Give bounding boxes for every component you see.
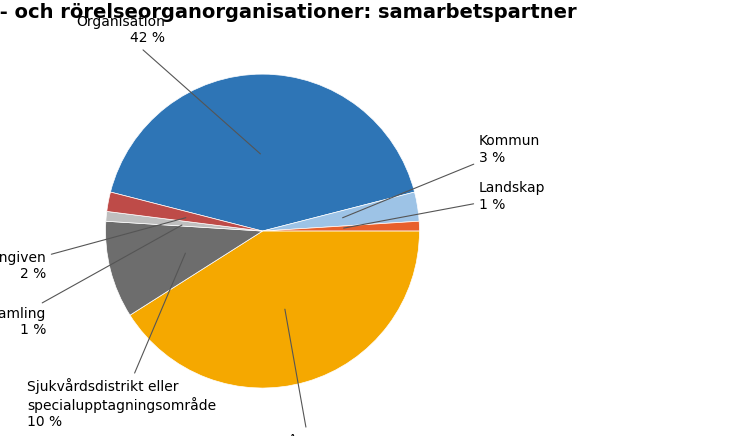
- Text: Kommun
3 %: Kommun 3 %: [343, 134, 540, 218]
- Text: Annan
41 %: Annan 41 %: [285, 309, 332, 436]
- Text: Sjukvårdsdistrikt eller
specialupptagningsområde
10 %: Sjukvårdsdistrikt eller specialupptagnin…: [27, 253, 216, 429]
- Wedge shape: [106, 211, 262, 231]
- Wedge shape: [262, 221, 419, 231]
- Wedge shape: [262, 192, 419, 231]
- Text: Organisation
42 %: Organisation 42 %: [76, 15, 260, 154]
- Wedge shape: [106, 221, 262, 315]
- Text: Landskap
1 %: Landskap 1 %: [344, 181, 545, 228]
- Wedge shape: [106, 192, 262, 231]
- Wedge shape: [130, 231, 419, 388]
- Text: Ej angiven
2 %: Ej angiven 2 %: [0, 218, 186, 281]
- Wedge shape: [110, 74, 415, 231]
- Title: Stöd- och rörelseorganorganisationer: samarbetspartner: Stöd- och rörelseorganorganisationer: sa…: [0, 3, 576, 22]
- Text: Församling
1 %: Församling 1 %: [0, 225, 182, 337]
